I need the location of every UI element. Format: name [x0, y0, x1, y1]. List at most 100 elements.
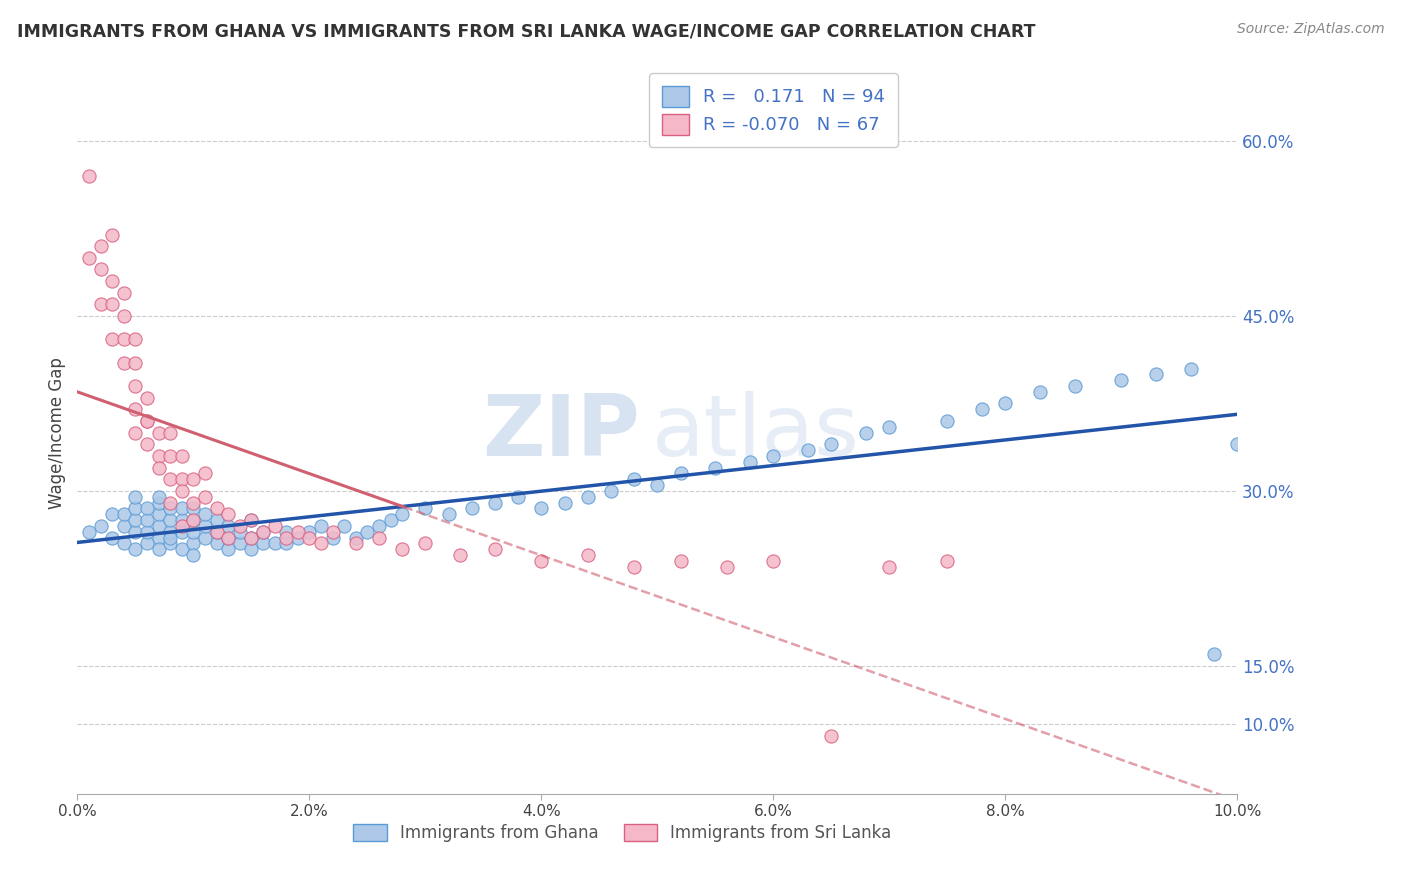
Point [600, 483, 623, 498]
Point [217, 531, 239, 545]
Point [101, 274, 124, 288]
Point [240, 513, 263, 527]
Point [170, 519, 193, 533]
Point [77, 524, 100, 539]
Point [274, 524, 298, 539]
Point [159, 501, 181, 516]
Point [1144, 368, 1167, 382]
Point [101, 507, 124, 521]
Point [740, 455, 762, 469]
Point [994, 396, 1017, 410]
Point [148, 449, 170, 463]
Point [170, 501, 193, 516]
Point [287, 531, 309, 545]
Point [194, 490, 217, 504]
Text: atlas: atlas [651, 391, 859, 475]
Point [298, 524, 321, 539]
Point [554, 495, 576, 509]
Point [112, 507, 135, 521]
Point [855, 425, 877, 440]
Point [252, 536, 274, 550]
Point [124, 524, 146, 539]
Text: ZIP: ZIP [482, 391, 640, 475]
Point [356, 524, 378, 539]
Point [159, 524, 181, 539]
Point [170, 483, 193, 498]
Point [194, 531, 217, 545]
Point [228, 519, 252, 533]
Point [159, 513, 181, 527]
Point [704, 460, 727, 475]
Point [1180, 361, 1202, 376]
Point [136, 414, 159, 428]
Point [148, 460, 170, 475]
Point [124, 501, 146, 516]
Point [1111, 373, 1133, 387]
Point [112, 285, 135, 300]
Point [820, 437, 842, 451]
Point [183, 513, 205, 527]
Text: IMMIGRANTS FROM GHANA VS IMMIGRANTS FROM SRI LANKA WAGE/INCOME GAP CORRELATION C: IMMIGRANTS FROM GHANA VS IMMIGRANTS FROM… [17, 22, 1035, 40]
Point [124, 513, 146, 527]
Point [576, 548, 599, 562]
Point [170, 542, 193, 557]
Point [669, 467, 692, 481]
Point [90, 262, 111, 277]
Point [623, 472, 645, 486]
Point [183, 513, 205, 527]
Point [877, 419, 901, 434]
Point [240, 531, 263, 545]
Point [368, 531, 391, 545]
Point [77, 169, 100, 184]
Point [159, 425, 181, 440]
Point [159, 531, 181, 545]
Point [240, 531, 263, 545]
Point [183, 536, 205, 550]
Point [124, 402, 146, 417]
Point [170, 472, 193, 486]
Point [449, 548, 471, 562]
Point [716, 559, 738, 574]
Point [1063, 379, 1085, 393]
Point [148, 531, 170, 545]
Point [1226, 437, 1249, 451]
Point [484, 542, 506, 557]
Point [413, 501, 436, 516]
Point [217, 519, 239, 533]
Point [170, 524, 193, 539]
Point [148, 495, 170, 509]
Point [148, 490, 170, 504]
Point [623, 559, 645, 574]
Point [183, 472, 205, 486]
Point [252, 524, 274, 539]
Point [321, 524, 344, 539]
Point [136, 536, 159, 550]
Point [205, 513, 228, 527]
Point [240, 513, 263, 527]
Point [437, 507, 460, 521]
Point [183, 495, 205, 509]
Point [124, 356, 146, 370]
Point [205, 501, 228, 516]
Point [936, 414, 959, 428]
Point [530, 501, 553, 516]
Point [148, 425, 170, 440]
Point [124, 490, 146, 504]
Point [217, 542, 239, 557]
Point [205, 524, 228, 539]
Point [309, 519, 332, 533]
Point [124, 332, 146, 346]
Point [380, 513, 402, 527]
Point [194, 519, 217, 533]
Point [797, 443, 820, 458]
Point [333, 519, 356, 533]
Point [391, 542, 413, 557]
Point [101, 531, 124, 545]
Point [344, 531, 367, 545]
Point [506, 490, 529, 504]
Point [228, 524, 252, 539]
Point [112, 332, 135, 346]
Y-axis label: Wage/Income Gap: Wage/Income Gap [48, 357, 66, 508]
Point [936, 554, 959, 568]
Point [112, 309, 135, 323]
